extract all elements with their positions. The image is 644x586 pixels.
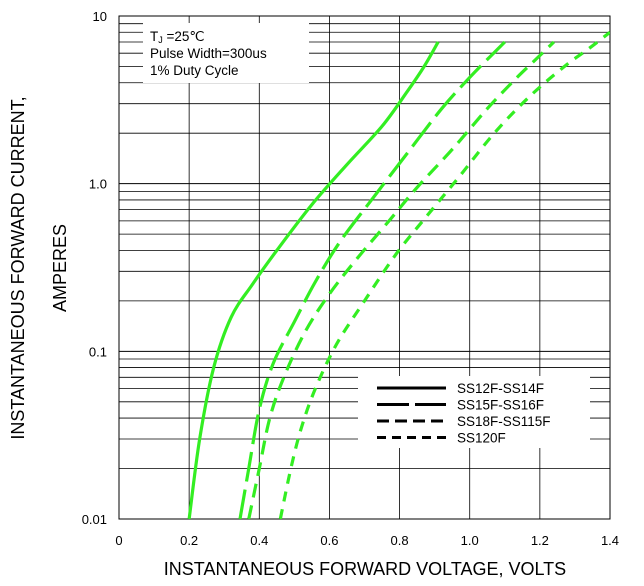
annotation-box bbox=[143, 23, 309, 83]
y-axis-label-line1: INSTANTANEOUS FORWARD CURRENT, bbox=[8, 96, 28, 439]
annotation-line-3: 1% Duty Cycle bbox=[150, 63, 239, 78]
y-tick-labels: 0.01 0.1 1.0 10 bbox=[82, 9, 107, 527]
series-line bbox=[278, 30, 610, 519]
series-line bbox=[247, 40, 555, 519]
y-tick-label: 10 bbox=[93, 9, 107, 24]
y-tick-label: 1.0 bbox=[89, 177, 107, 192]
legend-label: SS18F-SS115F bbox=[457, 414, 551, 429]
x-tick-label: 1.0 bbox=[461, 533, 479, 548]
y-tick-label: 0.01 bbox=[82, 512, 107, 527]
y-tick-label: 0.1 bbox=[89, 344, 107, 359]
y-axis-label-line2: AMPERES bbox=[50, 224, 70, 312]
conditions-annotation: TJ =25℃ Pulse Width=300us 1% Duty Cycle bbox=[143, 23, 309, 83]
annotation-line-2: Pulse Width=300us bbox=[150, 46, 267, 61]
x-tick-label: 0.6 bbox=[320, 533, 338, 548]
annotation-subscript: J bbox=[158, 35, 163, 45]
annotation-t: T bbox=[150, 29, 158, 44]
curve-group bbox=[187, 30, 610, 519]
plot-frame bbox=[118, 15, 611, 520]
legend-label: SS12F-SS14F bbox=[457, 381, 544, 396]
legend-label: SS120F bbox=[457, 431, 506, 446]
series-line bbox=[187, 41, 440, 519]
x-tick-label: 0.2 bbox=[180, 533, 198, 548]
x-tick-label: 1.4 bbox=[601, 533, 619, 548]
x-tick-label: 0.4 bbox=[250, 533, 268, 548]
series-line bbox=[238, 40, 506, 519]
x-tick-labels: 0 0.2 0.4 0.6 0.8 1.0 1.2 1.4 bbox=[115, 533, 619, 548]
annotation-line-1: TJ =25℃ bbox=[150, 29, 205, 45]
x-tick-label: 0.8 bbox=[391, 533, 409, 548]
annotation-temperature: =25℃ bbox=[163, 29, 205, 44]
x-tick-label: 0 bbox=[115, 533, 122, 548]
x-tick-label: 1.2 bbox=[531, 533, 549, 548]
x-axis-label: INSTANTANEOUS FORWARD VOLTAGE, VOLTS bbox=[164, 559, 566, 579]
legend-label: SS15F-SS16F bbox=[457, 398, 544, 413]
